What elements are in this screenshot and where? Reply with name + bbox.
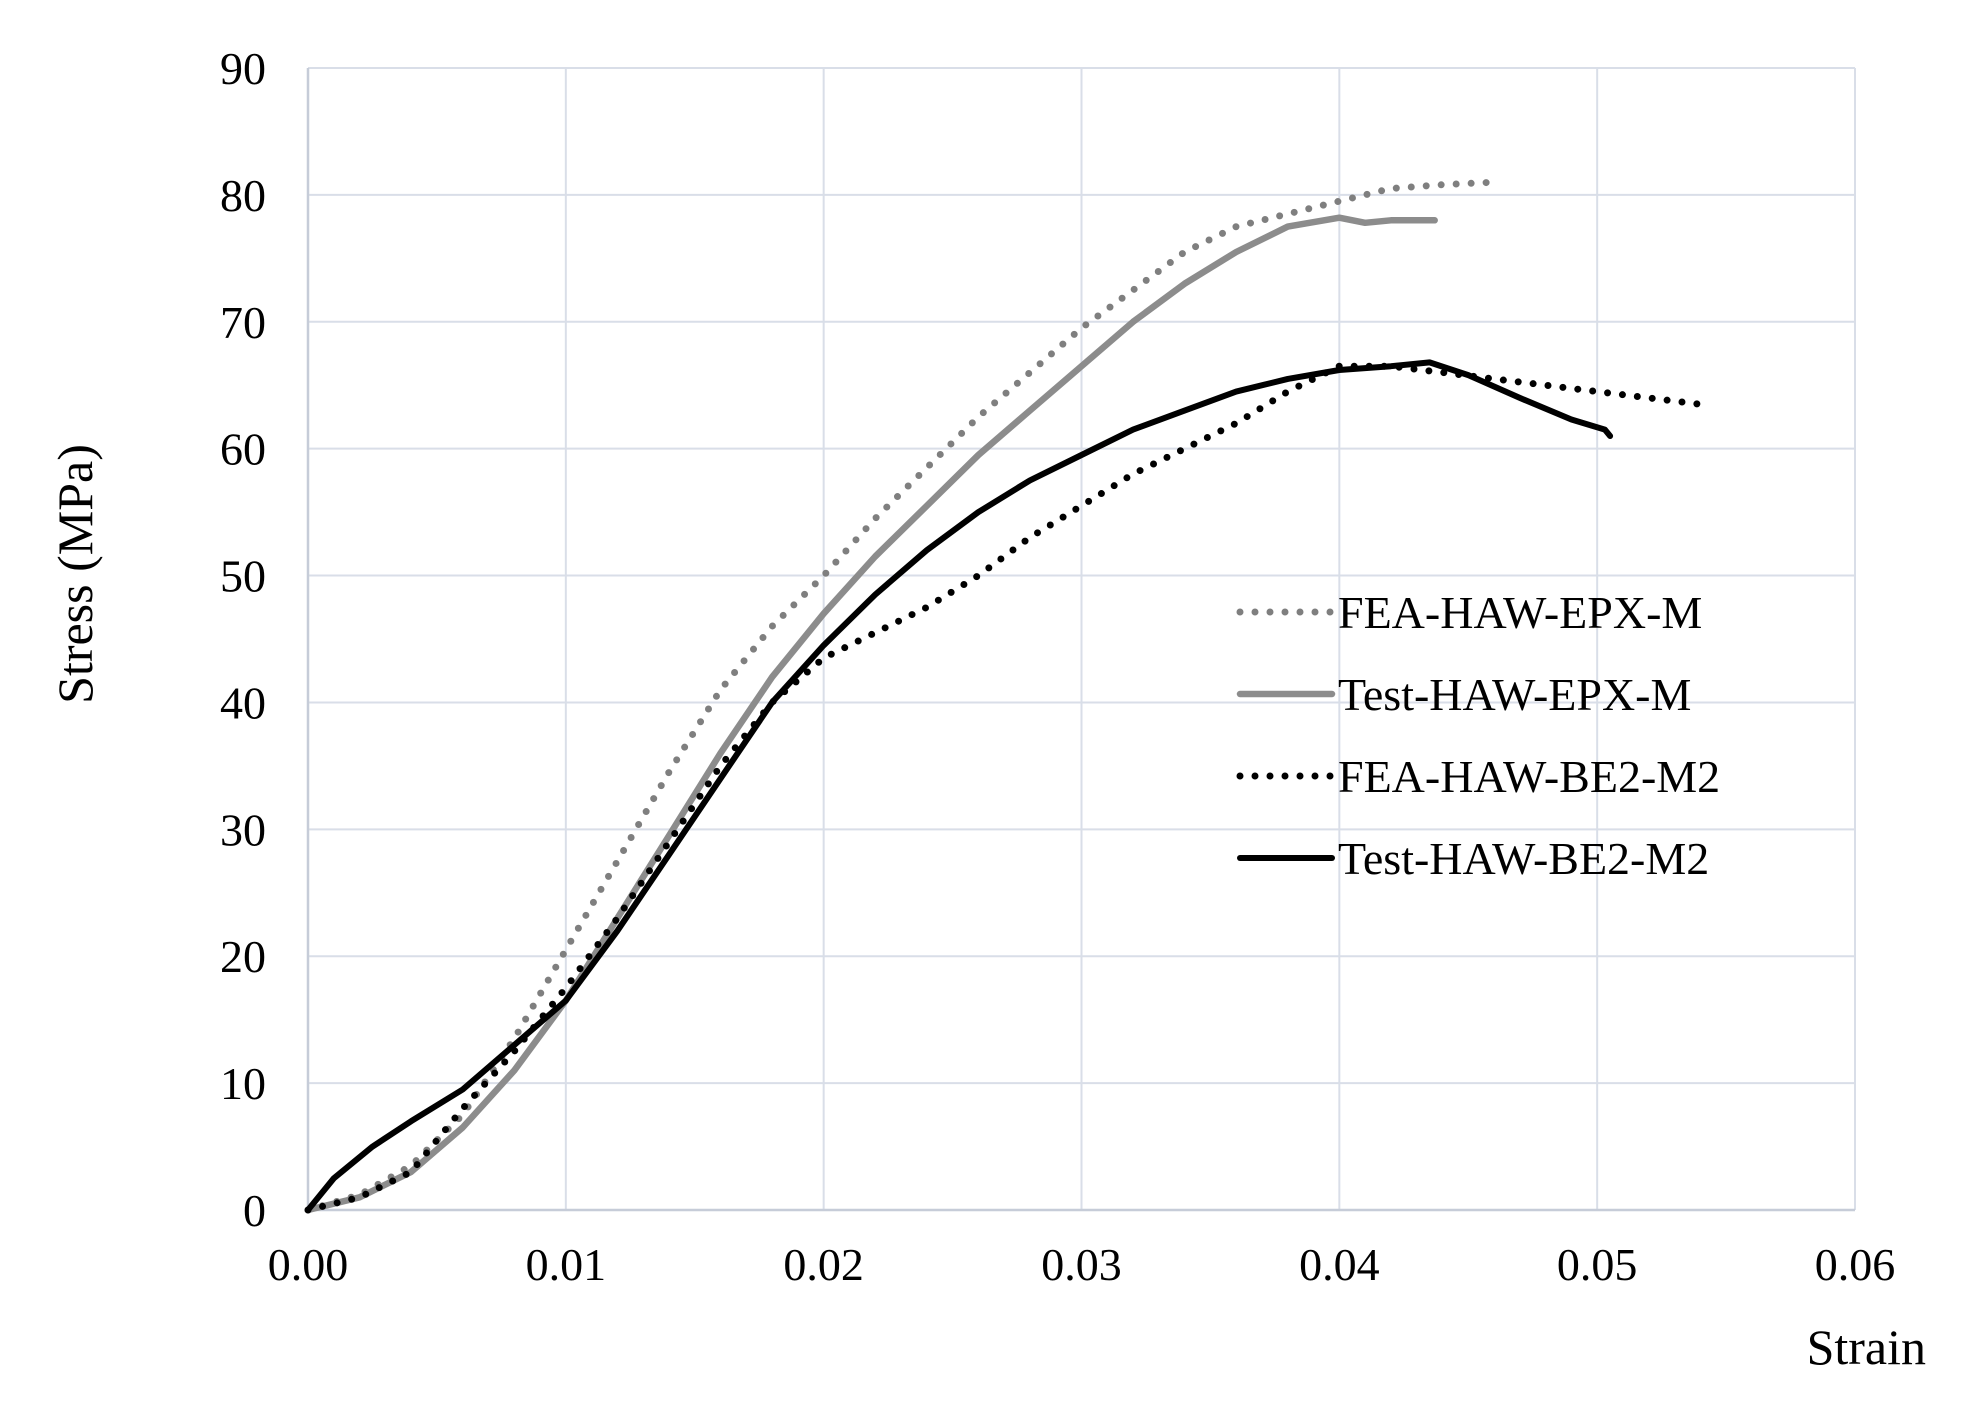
- y-tick-label: 80: [220, 170, 266, 221]
- y-axis-title: Stress (MPa): [47, 444, 103, 704]
- series-line-test-haw-be2-m2: [305, 359, 1614, 1213]
- x-tick-label: 0.05: [1557, 1239, 1638, 1290]
- x-axis-title: Strain: [1807, 1319, 1926, 1375]
- series-line-test-haw-epx-m: [304, 214, 1438, 1214]
- y-tick-label: 60: [220, 424, 266, 475]
- series-layer: [304, 178, 1704, 1214]
- x-tick-label: 0.03: [1041, 1239, 1122, 1290]
- legend-label: FEA-HAW-BE2-M2: [1338, 751, 1720, 802]
- x-tick-label: 0.04: [1299, 1239, 1380, 1290]
- y-tick-label: 50: [220, 551, 266, 602]
- x-tick-label: 0.02: [783, 1239, 864, 1290]
- legend: FEA-HAW-EPX-M Test-HAW-EPX-M FEA-HAW-BE2-M…: [1236, 587, 1720, 884]
- legend-item: Test-HAW-EPX-M: [1236, 669, 1691, 720]
- x-tick-label: 0.00: [268, 1239, 349, 1290]
- y-tick-label: 30: [220, 804, 266, 855]
- legend-label: FEA-HAW-EPX-M: [1338, 587, 1702, 638]
- legend-label: Test-HAW-EPX-M: [1338, 669, 1691, 720]
- y-tick-label: 0: [243, 1185, 266, 1236]
- y-tick-label: 20: [220, 931, 266, 982]
- axes: [306, 68, 1855, 1212]
- x-tick-label: 0.06: [1815, 1239, 1896, 1290]
- tick-labels: 0 10 20 30 40 50 60 70 80 90 0.00 0.01 0.02 0.03 0.04 0…: [220, 43, 1895, 1290]
- y-tick-label: 40: [220, 677, 266, 728]
- legend-item: FEA-HAW-EPX-M: [1236, 587, 1702, 638]
- series-line-fea-haw-epx-m: [304, 178, 1498, 1214]
- legend-label: Test-HAW-BE2-M2: [1338, 833, 1709, 884]
- grid: [308, 67, 1856, 1210]
- x-tick-label: 0.01: [526, 1239, 607, 1290]
- y-tick-label: 70: [220, 297, 266, 348]
- legend-item: FEA-HAW-BE2-M2: [1236, 751, 1720, 802]
- y-tick-label: 90: [220, 43, 266, 94]
- y-tick-label: 10: [220, 1058, 266, 1109]
- legend-item: Test-HAW-BE2-M2: [1237, 833, 1709, 884]
